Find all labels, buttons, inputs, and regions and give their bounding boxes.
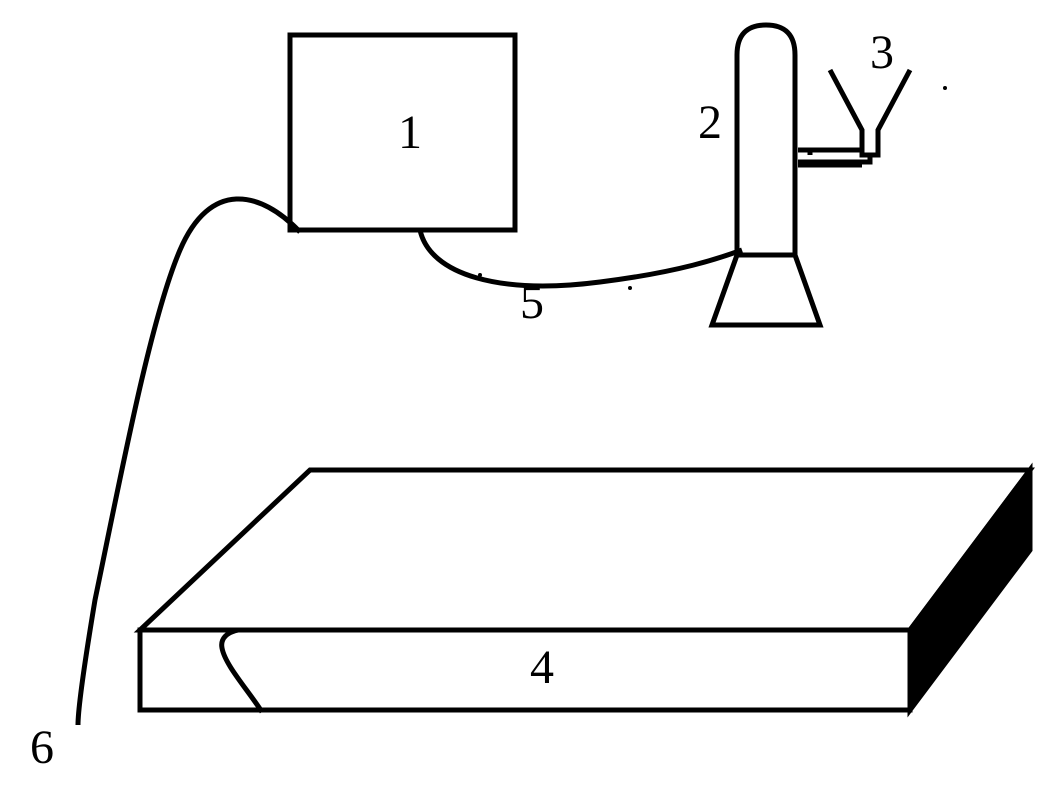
dot-artifact-2 <box>628 286 632 290</box>
platform-front-face <box>140 630 910 710</box>
dot-artifact-1 <box>478 273 482 277</box>
cable-5 <box>420 230 742 286</box>
applicator-nozzle <box>712 255 820 325</box>
diagram-canvas <box>0 0 1051 795</box>
label-1: 1 <box>398 105 422 160</box>
hopper-funnel <box>830 70 910 155</box>
label-5: 5 <box>520 275 544 330</box>
label-2: 2 <box>698 95 722 150</box>
platform-top-face <box>140 470 1030 630</box>
applicator-body <box>737 25 795 255</box>
label-3: 3 <box>870 25 894 80</box>
dot-artifact-3 <box>943 86 947 90</box>
label-6: 6 <box>30 720 54 775</box>
label-4: 4 <box>530 640 554 695</box>
